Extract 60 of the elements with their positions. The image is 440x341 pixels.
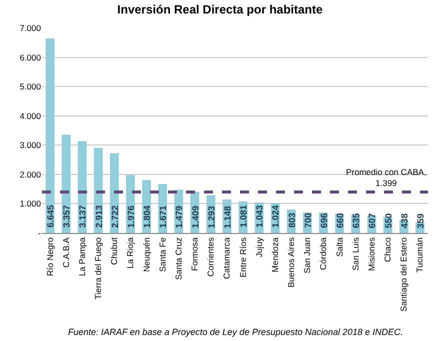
data-label: 1.409 — [190, 206, 200, 228]
x-tick-label: Santa Fe — [157, 237, 168, 272]
y-tick-label: 4.000 — [20, 110, 42, 121]
data-label: 2.913 — [94, 205, 104, 228]
data-label: 359 — [415, 213, 426, 228]
data-label: 1.148 — [222, 206, 232, 228]
data-label: 635 — [351, 213, 362, 228]
x-tick-label: Entre Ríos — [238, 237, 248, 278]
source-note: Fuente: IARAF en base a Proyecto de Ley de Presupuesto Nacional 2018 e INDEC. — [68, 327, 404, 337]
data-label: 1.081 — [238, 205, 249, 228]
data-label: 607 — [367, 213, 378, 228]
x-tick-label: San Luis — [350, 237, 360, 270]
data-label: 3.137 — [78, 205, 88, 228]
x-tick-label: San Juan — [302, 237, 312, 274]
y-tick-label: - — [38, 228, 42, 238]
data-label: 438 — [399, 213, 410, 228]
data-label: 1.024 — [270, 205, 281, 228]
data-label: 700 — [302, 212, 313, 228]
chart-title: Inversión Real Directa por habitante — [117, 2, 324, 17]
data-label: 660 — [335, 213, 346, 228]
x-tick-label: Formosa — [190, 237, 200, 271]
ref-line-label: Promedio con CABA, 1.399 — [346, 167, 426, 188]
data-label: 1.479 — [174, 206, 184, 228]
y-tick-label: 1.000 — [20, 198, 42, 209]
x-tick-label: La Rioja — [125, 237, 136, 269]
y-tick-label: 7.000 — [20, 22, 42, 33]
x-tick-label: Catamarca — [222, 237, 232, 279]
x-tick-label: Córdoba — [318, 237, 328, 270]
x-tick-label: Salta — [334, 237, 344, 257]
x-tick-label: Mendoza — [270, 237, 280, 272]
data-label: 2.722 — [110, 205, 120, 228]
data-label: 1.043 — [254, 205, 265, 228]
x-tick-label: La Pampa — [76, 237, 87, 276]
x-tick-label: Chaco — [382, 237, 393, 262]
x-tick-label: Buenos Aires — [286, 237, 296, 288]
y-tick-label: 5.000 — [20, 82, 42, 92]
data-label: 6.645 — [46, 205, 56, 228]
data-label: 1.671 — [158, 206, 168, 228]
x-tick-label: Jujuy — [254, 236, 264, 258]
data-label: 550 — [383, 213, 394, 228]
x-tick-label: Tierra del Fuego — [93, 237, 104, 300]
x-tick-label: Santiago del Estero — [398, 237, 409, 312]
x-tick-label: Neuquén — [141, 237, 152, 272]
x-tick-label: Santa Cruz — [173, 237, 184, 280]
y-tick-label: 3.000 — [20, 140, 42, 150]
y-tick-label: 6.000 — [20, 52, 42, 62]
x-tick-label: Misiones — [366, 237, 376, 271]
data-label: 3.357 — [62, 205, 72, 228]
x-tick-label: Tucumán — [414, 237, 425, 273]
x-tick-label: Corrientes — [206, 237, 216, 277]
data-label: 1.804 — [142, 206, 152, 228]
x-tick-label: C.A.B.A — [60, 237, 71, 268]
y-tick-label: 2.000 — [20, 169, 42, 180]
x-tick-label: Río Negro — [44, 237, 55, 276]
bar — [46, 38, 54, 233]
data-label: 1.293 — [206, 206, 216, 228]
data-label: 803 — [286, 212, 297, 228]
x-tick-label: Chubut — [109, 236, 120, 265]
data-label: 1.976 — [126, 205, 136, 228]
data-label: 696 — [318, 212, 329, 228]
